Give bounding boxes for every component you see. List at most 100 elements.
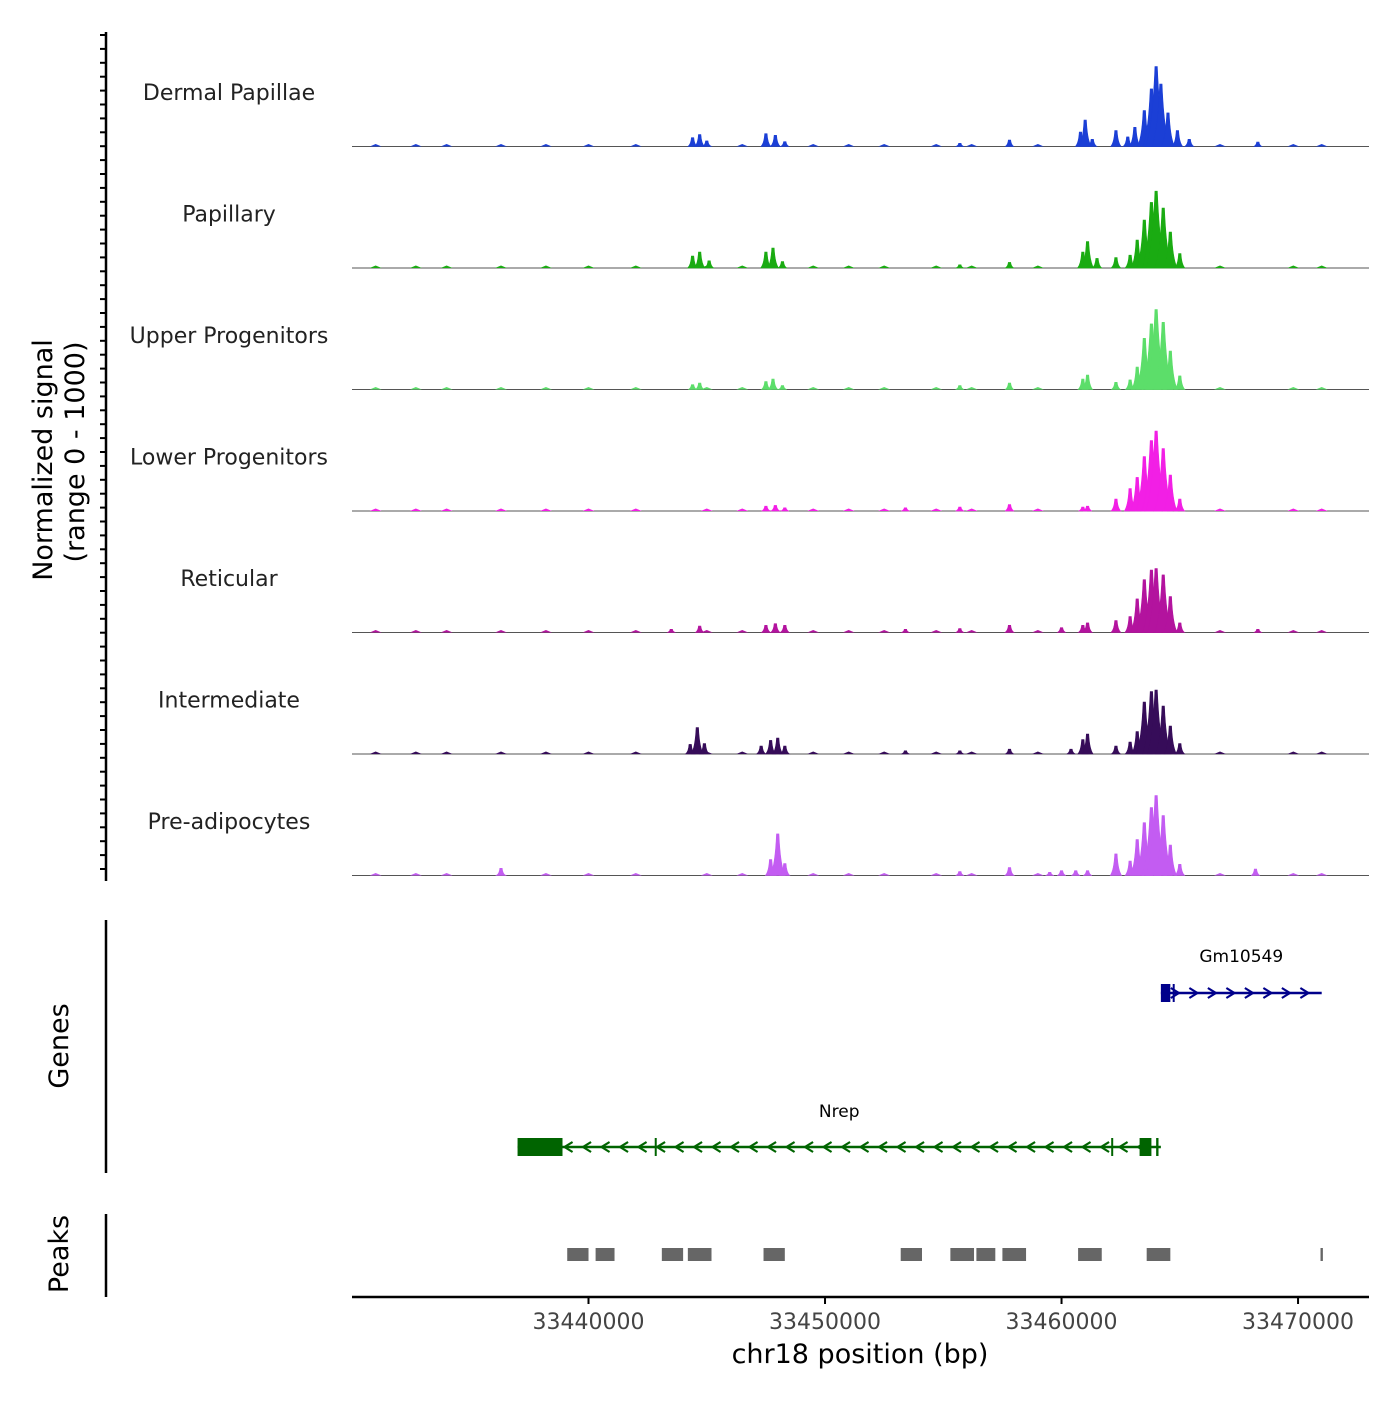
coverage-peak-5-13 xyxy=(1110,745,1122,755)
coverage-noise-0-16 xyxy=(1213,144,1226,147)
coverage-noise-6-9 xyxy=(807,873,820,876)
coverage-noise-4-13 xyxy=(965,630,978,633)
coverage-noise-6-12 xyxy=(930,873,943,876)
coverage-noise-3-5 xyxy=(582,508,595,511)
gene-strand-arrow-0-5 xyxy=(1262,987,1274,999)
coverage-noise-3-16 xyxy=(1213,508,1226,511)
gene-strand-arrow-1-27 xyxy=(1024,1141,1036,1153)
coverage-noise-1-4 xyxy=(539,265,552,268)
coverage-peak-2-5 xyxy=(955,385,965,390)
gene-strand-arrow-1-16 xyxy=(821,1141,833,1153)
coverage-noise-4-12 xyxy=(930,630,943,633)
coverage-peak-5-21 xyxy=(1174,743,1186,755)
coverage-noise-3-3 xyxy=(495,508,508,511)
genes-ylabel: Genes xyxy=(44,1003,75,1088)
coverage-peak-2-16 xyxy=(1162,350,1178,390)
track-label-4: Reticular xyxy=(180,567,278,592)
coverage-noise-2-14 xyxy=(1031,387,1044,390)
coverage-noise-2-5 xyxy=(582,387,595,390)
coverage-peak-6-5 xyxy=(1003,867,1016,876)
coverage-noise-5-17 xyxy=(1287,751,1300,754)
gene-strand-arrow-1-7 xyxy=(654,1141,666,1153)
gene-strand-arrow-1-31 xyxy=(1098,1141,1110,1153)
genes-panel: Gm10549 Nrep xyxy=(517,947,1322,1156)
gene-strand-arrow-1-25 xyxy=(987,1141,999,1153)
gene-strand-arrow-0-3 xyxy=(1225,987,1237,999)
gene-Nrep: Nrep xyxy=(517,1102,1161,1156)
coverage-panel: Dermal Papillae Papillary Upper Progenitor… xyxy=(130,66,1369,876)
coverage-noise-5-3 xyxy=(495,751,508,754)
peak-region-8 xyxy=(1002,1248,1027,1261)
coverage-noise-2-12 xyxy=(930,387,943,390)
track-label-2: Upper Progenitors xyxy=(130,324,329,349)
peak-region-10 xyxy=(1146,1248,1171,1261)
coverage-peak-6-19 xyxy=(1250,868,1261,876)
coverage-noise-2-4 xyxy=(539,387,552,390)
coverage-noise-2-13 xyxy=(965,387,978,390)
coverage-peak-2-6 xyxy=(1004,382,1015,390)
coverage-noise-3-4 xyxy=(539,508,552,511)
coverage-peak-1-1 xyxy=(693,251,706,269)
coverage-peak-4-4 xyxy=(779,625,791,633)
coverage-noise-5-1 xyxy=(409,751,422,754)
gene-strand-arrow-1-24 xyxy=(969,1141,981,1153)
coverage-peak-0-11 xyxy=(1109,130,1122,147)
coverage-peak-0-19 xyxy=(1171,130,1184,147)
coverage-peak-1-4 xyxy=(766,247,780,269)
coverage-noise-4-17 xyxy=(1287,630,1300,633)
coverage-peak-5-9 xyxy=(1004,748,1015,755)
coverage-noise-0-2 xyxy=(440,144,453,147)
coverage-noise-5-2 xyxy=(440,751,453,754)
coverage-track-1: Papillary xyxy=(182,190,1369,269)
coverage-noise-5-5 xyxy=(582,751,595,754)
x-axis-tick-label-0: 33440000 xyxy=(533,1310,645,1335)
coverage-peak-0-4 xyxy=(769,135,782,147)
coverage-peak-3-0 xyxy=(761,505,771,512)
coverage-ylabel-line2: (range 0 - 1000) xyxy=(60,342,91,563)
coverage-noise-0-11 xyxy=(878,144,891,147)
coverage-peak-3-8 xyxy=(1110,498,1122,512)
coverage-noise-2-7 xyxy=(700,387,713,390)
coverage-noise-1-12 xyxy=(930,265,943,268)
coverage-peak-0-6 xyxy=(955,143,965,147)
gene-exon-1-0 xyxy=(517,1138,563,1156)
coverage-peak-0-20 xyxy=(1183,139,1195,147)
coverage-peak-4-3 xyxy=(769,623,781,633)
gene-strand-arrow-1-29 xyxy=(1061,1141,1073,1153)
coverage-noise-1-8 xyxy=(736,265,749,268)
coverage-noise-6-6 xyxy=(629,873,642,876)
coverage-peak-3-7 xyxy=(1083,505,1093,512)
coverage-peak-4-19 xyxy=(1174,622,1186,633)
coverage-noise-1-13 xyxy=(965,265,978,268)
coverage-noise-0-1 xyxy=(409,144,422,147)
coverage-peak-0-21 xyxy=(1253,141,1263,147)
coverage-noise-0-0 xyxy=(369,144,382,147)
peak-region-9 xyxy=(1078,1248,1102,1261)
gene-strand-arrow-1-13 xyxy=(765,1141,777,1153)
coverage-peak-1-9 xyxy=(1080,241,1095,269)
coverage-peak-2-9 xyxy=(1110,382,1122,390)
coverage-noise-0-8 xyxy=(736,144,749,147)
coverage-peak-6-3 xyxy=(779,863,791,876)
coverage-noise-5-16 xyxy=(1213,751,1226,754)
coverage-noise-6-5 xyxy=(582,873,595,876)
coverage-noise-5-14 xyxy=(1031,751,1044,754)
coverage-noise-1-14 xyxy=(1031,265,1044,268)
coverage-noise-4-16 xyxy=(1213,630,1226,633)
coverage-noise-0-12 xyxy=(930,144,943,147)
gene-strand-arrow-1-11 xyxy=(728,1141,740,1153)
gene-strand-arrow-1-3 xyxy=(580,1141,592,1153)
coverage-peak-3-3 xyxy=(901,507,910,512)
gene-strand-arrow-0-4 xyxy=(1244,987,1255,999)
coverage-noise-4-6 xyxy=(629,630,642,633)
coverage-peak-0-3 xyxy=(760,133,772,147)
coverage-peak-6-6 xyxy=(1045,872,1055,876)
gene-strand-arrow-1-17 xyxy=(839,1141,851,1153)
coverage-noise-6-16 xyxy=(1213,873,1226,876)
coverage-peak-3-5 xyxy=(1004,504,1015,512)
coverage-peak-4-8 xyxy=(1057,627,1067,633)
coverage-peak-1-2 xyxy=(703,260,715,269)
coverage-noise-6-17 xyxy=(1287,873,1300,876)
